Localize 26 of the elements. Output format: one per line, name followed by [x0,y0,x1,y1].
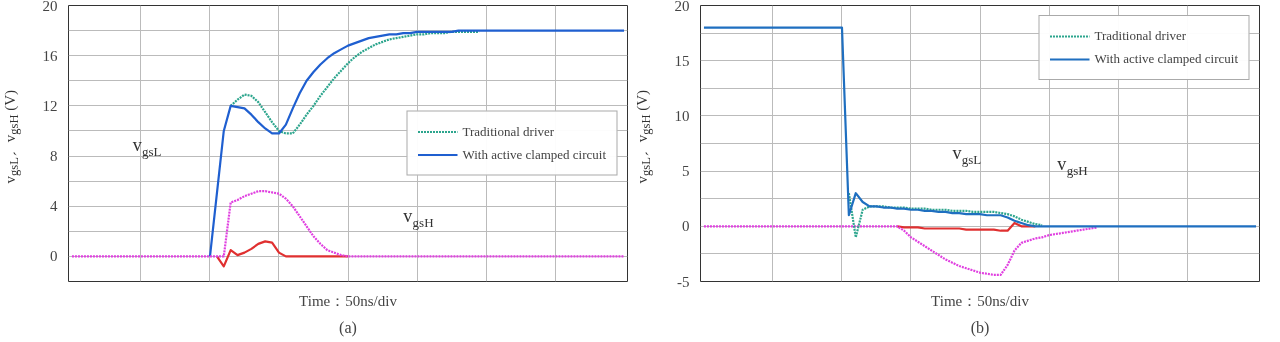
line-series [215,240,350,268]
legend-label: With active clamped circuit [462,146,606,163]
line-series [702,26,1258,228]
legend-label: With active clamped circuit [1094,51,1238,67]
y-tick-label: 15 [674,52,690,69]
y-tick-label: 0 [50,248,58,265]
legend-label: Traditional driver [1094,28,1187,44]
y-tick-label: 10 [674,107,690,124]
x-axis-title: Time：50ns/div [299,292,398,309]
y-tick-label: 0 [682,218,690,235]
line-series [847,192,1044,239]
y-tick-label: 16 [42,47,58,64]
y-tick-label: 5 [682,163,690,180]
legend-label: Traditional driver [462,123,555,140]
x-axis-title: Time：50ns/div [931,292,1030,309]
y-tick-label: 8 [50,148,58,165]
y-tick-label: 20 [674,0,690,14]
line-series [702,225,1099,276]
text: (a) [339,318,357,337]
y-tick-label: 20 [42,0,58,14]
line-series [70,190,626,258]
y-tick-label: 12 [42,97,58,114]
y-tick-label: 4 [50,198,58,215]
line-series [208,29,626,258]
y-tick-label: -5 [677,273,690,290]
text: (b) [970,318,990,337]
